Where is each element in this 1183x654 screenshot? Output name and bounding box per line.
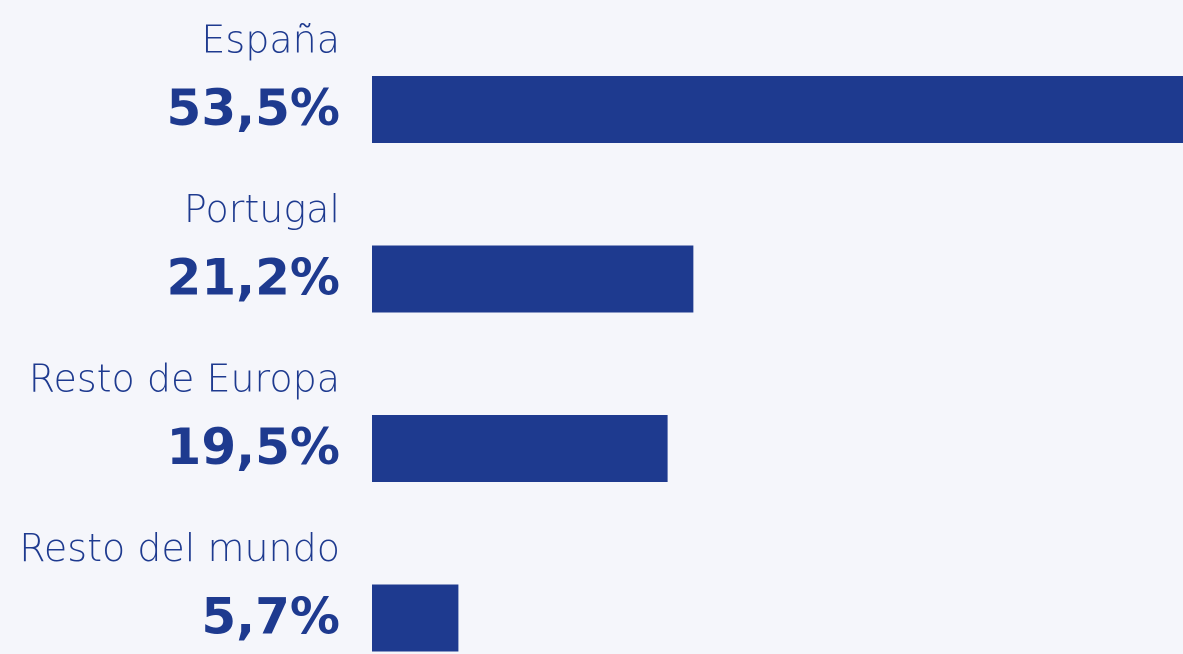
bar xyxy=(372,584,459,652)
category-label: Resto del mundo xyxy=(19,526,340,570)
category-label: Resto de Europa xyxy=(29,357,340,401)
value-label: 21,2% xyxy=(167,249,340,307)
value-label: 19,5% xyxy=(167,418,340,476)
value-label: 53,5% xyxy=(167,79,340,137)
category-label: Portugal xyxy=(184,187,340,231)
category-label: España xyxy=(201,18,340,62)
bar xyxy=(372,245,694,313)
bar xyxy=(372,415,668,482)
bar xyxy=(372,76,1183,143)
value-label: 5,7% xyxy=(201,588,340,646)
